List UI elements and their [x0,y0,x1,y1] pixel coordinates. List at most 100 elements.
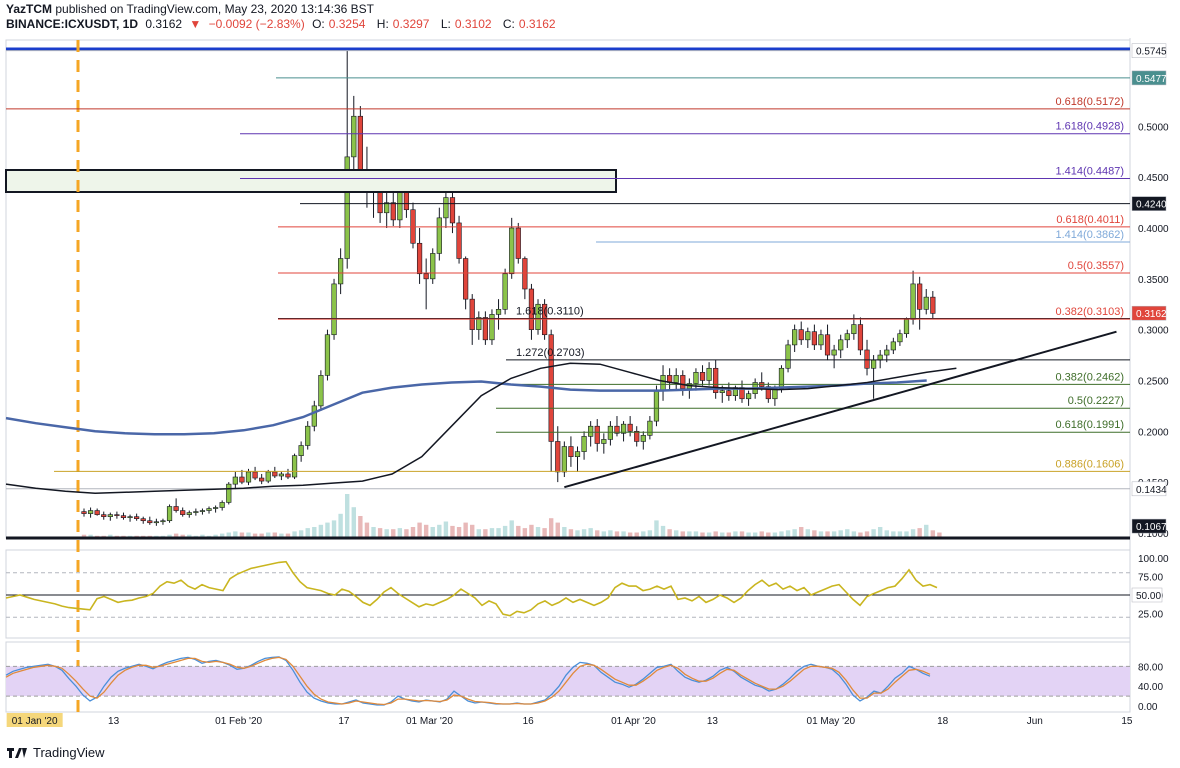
candle-up [647,420,653,436]
candle-down [81,511,87,514]
fib-level-label: 1.272(0.2703) [516,347,585,359]
volume-bar [897,531,903,538]
candle-up [436,217,442,254]
candle-up [778,367,785,389]
volume-bar [180,534,185,538]
volume-bar [443,521,449,538]
fib-level-label: 1.414(0.4487) [1056,166,1125,178]
candle-up [443,197,449,219]
time-tick-label: 01 Apr '20 [611,716,656,727]
volume-bar [167,534,172,538]
candle-up [923,296,929,310]
volume-bar [700,532,705,538]
price-tick-label: 0.2500 [1138,376,1169,387]
stoch-tick-label: 0.00 [1138,702,1158,713]
candle-up [502,273,508,310]
author-name[interactable]: YazTCM [6,2,53,16]
volume-bar [219,533,225,538]
price-badge-label: 0.4240 [1136,200,1167,211]
candle-down [120,515,127,518]
fib-level-label: 0.5(0.3557) [1068,260,1124,272]
volume-bar [522,528,528,538]
volume-bar [871,529,876,538]
volume-bar [720,532,725,538]
candle-up [344,156,350,259]
candle-down [449,197,456,224]
volume-bar [410,527,416,538]
volume-bar [864,531,870,538]
candle-down [140,518,146,522]
candle-up [890,341,896,351]
candle-up [561,446,567,473]
fib-level-label: 0.382(0.2462) [1056,371,1125,383]
volume-bar [674,530,679,538]
volume-bar [476,529,481,538]
publish-line: YazTCM published on TradingView.com, May… [6,2,906,17]
volume-bar [555,522,560,538]
ohlc-line: BINANCE:ICXUSDT, 1D 0.3162 ▼ −0.0092 (−2… [6,17,906,32]
volume-bar [305,528,310,538]
volume-bar [759,531,764,538]
candle-up [265,471,271,482]
volume-bars [81,494,942,538]
candle-down [423,273,429,280]
candle-down [463,258,469,300]
candle-up [489,314,495,341]
volume-bar [680,531,685,538]
volume-bar [812,530,817,538]
candle-up [792,329,798,346]
candle-up [384,202,390,214]
candle-up [693,372,699,384]
volume-bar [318,524,324,538]
candle-up [588,425,594,437]
candle-down [713,367,719,393]
price-tick-label: 0.4000 [1138,224,1169,235]
symbol-label[interactable]: BINANCE:ICXUSDT, 1D [6,17,139,31]
price-tick-label: 0.1000 [1138,529,1169,540]
volume-bar [621,531,626,538]
volume-bar [785,530,791,538]
close-value: 0.3162 [518,17,556,31]
volume-bar [634,532,639,538]
volume-bar [108,534,113,538]
last-price: 0.3162 [145,17,183,31]
volume-bar [213,534,218,538]
volume-bar [279,533,284,538]
volume-bar [581,529,587,538]
candle-down [864,349,870,369]
candle-up [331,283,337,336]
candle-up [291,455,298,478]
volume-bar [706,532,712,538]
candle-up [581,436,587,452]
candle-up [298,445,304,456]
candle-down [917,283,923,310]
price-badge [1131,481,1167,497]
volume-bar [292,531,297,538]
candle-down [147,520,153,524]
volume-bar [391,529,396,538]
candle-up [166,506,173,522]
candle-up [305,425,311,446]
candle-up [910,283,916,320]
price-badge-label: 0.5745 [1136,47,1167,58]
candle-up [574,451,581,457]
volume-bar [805,529,810,538]
volume-bar [910,529,916,538]
candle-up [495,309,502,315]
volume-bar [456,527,462,538]
volume-bar [312,527,317,538]
price-tick-label: 0.3000 [1138,326,1169,337]
candle-up [884,349,890,356]
fib-level-label: 1.618(0.4928) [1056,121,1125,133]
volume-bar [792,529,797,538]
volume-bar [173,533,179,538]
low-label: L: [440,17,451,31]
candle-up [851,324,857,335]
tradingview-footer[interactable]: TradingView [6,742,105,762]
price-badge [1131,196,1167,211]
candle-up [838,339,844,351]
stoch-rsi-panel: 80.00 40.00 0.00 [5,656,1163,713]
candle-up [805,331,811,341]
volume-bar [627,532,633,538]
